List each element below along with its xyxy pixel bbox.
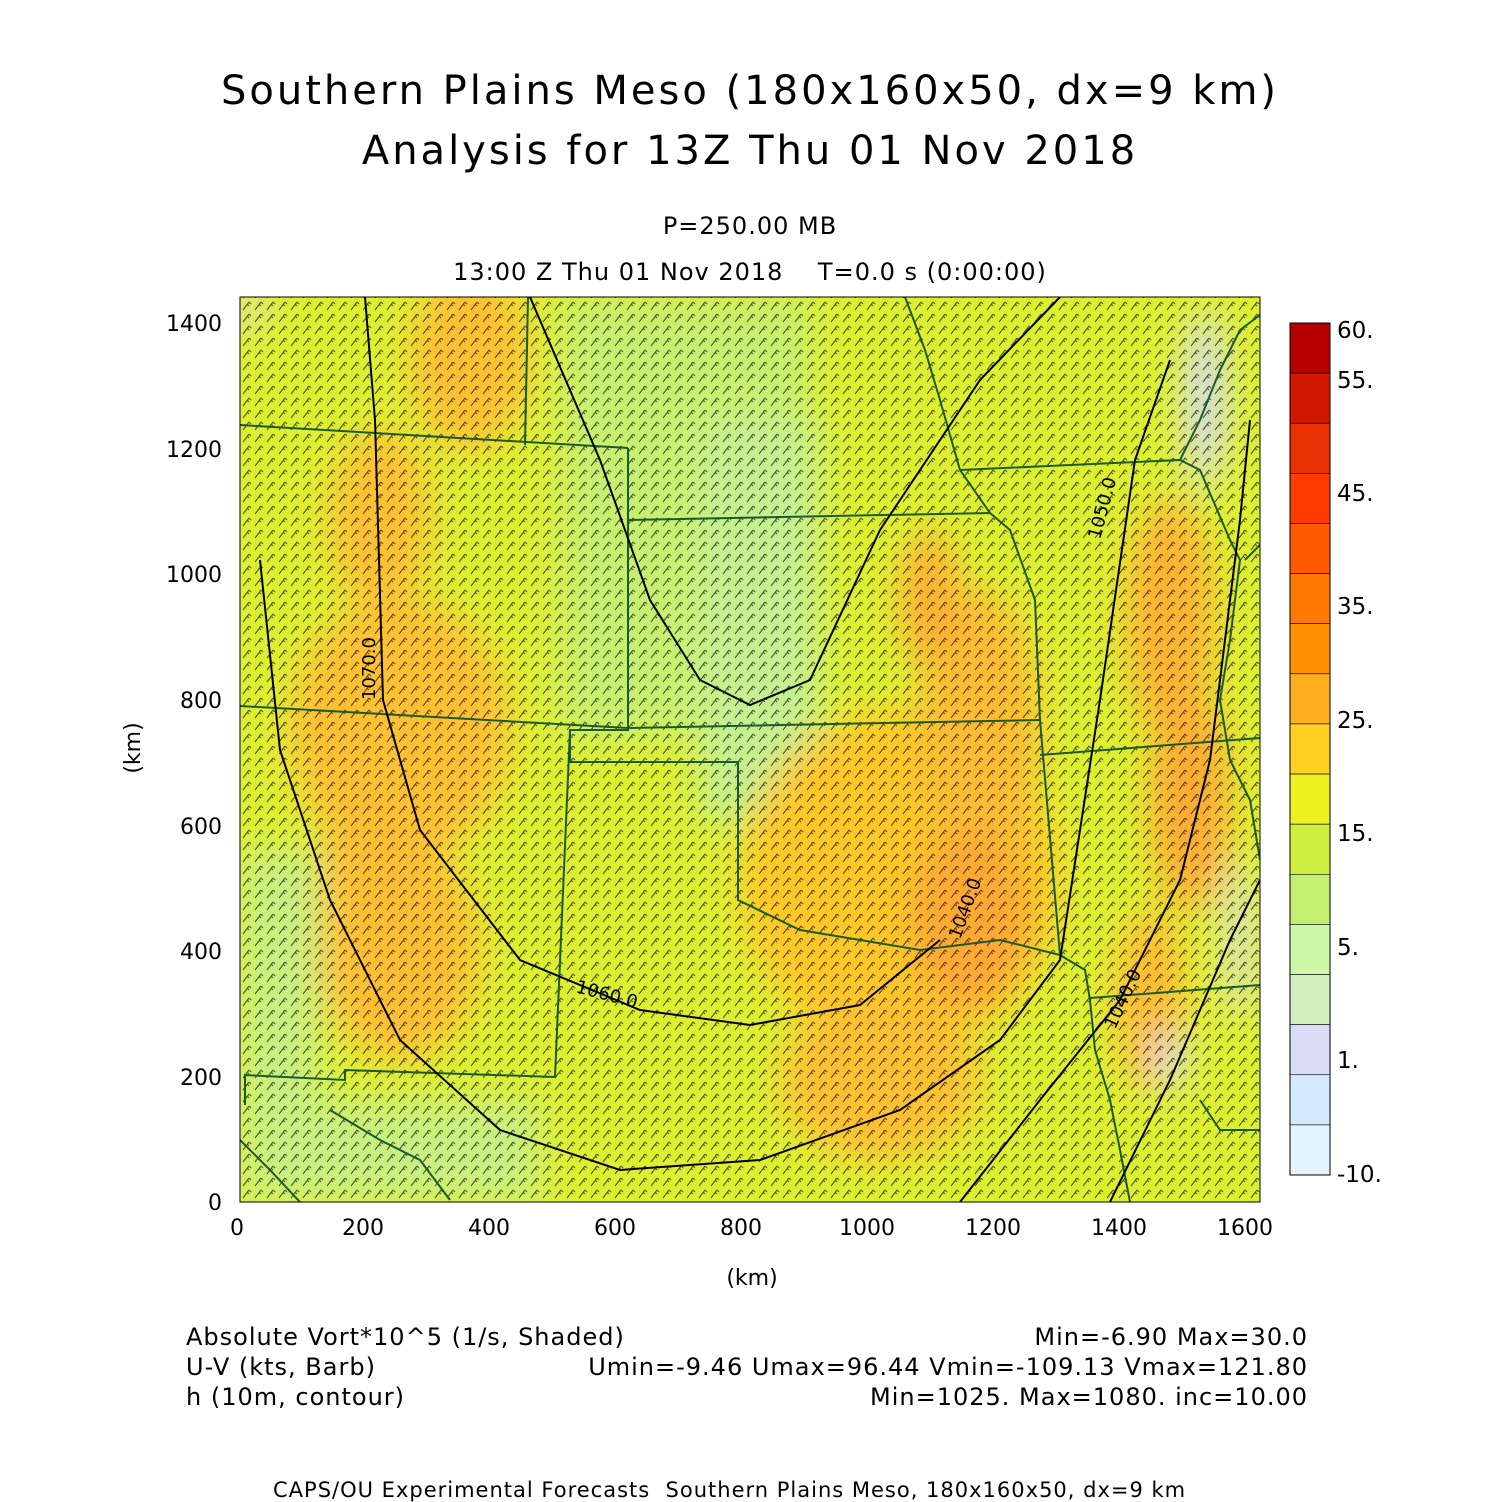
colorbar-segment bbox=[1289, 924, 1331, 975]
colorbar-segment bbox=[1289, 573, 1331, 625]
colorbar-label-1: 1. bbox=[1337, 1048, 1359, 1074]
x-tick-400: 400 bbox=[468, 1216, 510, 1241]
x-tick-800: 800 bbox=[720, 1216, 762, 1241]
y-tick-1000: 1000 bbox=[166, 563, 222, 588]
wind-legend-label: U-V (kts, Barb) bbox=[186, 1353, 376, 1381]
state-boundaries bbox=[240, 297, 1260, 1202]
height-legend-label: h (10m, contour) bbox=[186, 1383, 406, 1411]
colorbar-segment bbox=[1289, 1074, 1331, 1126]
colorbar-label-35: 35. bbox=[1337, 594, 1374, 620]
x-tick-1200: 1200 bbox=[965, 1216, 1021, 1241]
y-tick-1400: 1400 bbox=[166, 312, 222, 337]
colorbar-label-60: 60. bbox=[1337, 318, 1374, 344]
pressure-level: P=250.00 MB bbox=[662, 212, 838, 240]
colorbar-segment bbox=[1289, 723, 1331, 775]
vorticity-legend-label: Absolute Vort*10^5 (1/s, Shaded) bbox=[186, 1323, 625, 1351]
vorticity-legend-stats: Min=-6.90 Max=30.0 bbox=[1034, 1323, 1308, 1351]
x-tick-1000: 1000 bbox=[839, 1216, 895, 1241]
colorbar-label-15: 15. bbox=[1337, 821, 1374, 847]
colorbar-segment bbox=[1289, 673, 1331, 725]
contour-label-1070: 1070.0 bbox=[359, 637, 380, 700]
y-axis: 0 200 400 600 800 1000 1200 1400 (km) bbox=[121, 312, 222, 1216]
colorbar-segment bbox=[1289, 1124, 1331, 1176]
y-tick-600: 600 bbox=[180, 815, 222, 840]
x-axis: 0 200 400 600 800 1000 1200 1400 1600 (k… bbox=[230, 1216, 1273, 1291]
wind-legend-stats: Umin=-9.46 Umax=96.44 Vmin=-109.13 Vmax=… bbox=[588, 1353, 1308, 1381]
colorbar-segment bbox=[1289, 372, 1331, 424]
colorbar-label-5: 5. bbox=[1337, 935, 1359, 961]
y-tick-1200: 1200 bbox=[166, 438, 222, 463]
colorbar-segment bbox=[1289, 1024, 1331, 1076]
x-tick-1400: 1400 bbox=[1091, 1216, 1147, 1241]
height-legend-stats: Min=1025. Max=1080. inc=10.00 bbox=[870, 1383, 1308, 1411]
valid-time: 13:00 Z Thu 01 Nov 2018 T=0.0 s (0:00:00… bbox=[453, 258, 1047, 286]
colorbar-segment bbox=[1289, 623, 1331, 675]
y-tick-400: 400 bbox=[180, 940, 222, 965]
colorbar-segment bbox=[1289, 422, 1331, 474]
colorbar-segment bbox=[1289, 823, 1331, 875]
colorbar-segment bbox=[1289, 523, 1331, 574]
colorbar-label-25: 25. bbox=[1337, 708, 1374, 734]
plot-frame bbox=[239, 296, 1261, 1203]
y-tick-0: 0 bbox=[208, 1191, 222, 1216]
title-line-2: Analysis for 13Z Thu 01 Nov 2018 bbox=[361, 128, 1139, 174]
colorbar-segment bbox=[1289, 773, 1331, 825]
x-tick-200: 200 bbox=[342, 1216, 384, 1241]
colorbar-segment bbox=[1289, 974, 1331, 1025]
x-tick-600: 600 bbox=[594, 1216, 636, 1241]
x-axis-label: (km) bbox=[726, 1266, 777, 1291]
colorbar-label-55: 55. bbox=[1337, 368, 1374, 394]
colorbar-segment bbox=[1289, 873, 1331, 925]
colorbar-label-45: 45. bbox=[1337, 481, 1374, 507]
colorbar-label-neg10: -10. bbox=[1337, 1162, 1382, 1188]
x-tick-1600: 1600 bbox=[1217, 1216, 1273, 1241]
colorbar-frame bbox=[1289, 322, 1331, 1176]
colorbar-segment bbox=[1289, 473, 1331, 524]
footer-credit: CAPS/OU Experimental Forecasts Southern … bbox=[273, 1478, 1187, 1502]
colorbar bbox=[1289, 322, 1331, 1176]
y-tick-200: 200 bbox=[180, 1066, 222, 1091]
title-line-1: Southern Plains Meso (180x160x50, dx=9 k… bbox=[220, 68, 1280, 114]
x-tick-0: 0 bbox=[230, 1216, 244, 1241]
vorticity-shading bbox=[240, 297, 1260, 1202]
colorbar-labels: 60. 55. 45. 35. 25. 15. 5. 1. -10. bbox=[1337, 318, 1382, 1188]
height-contours bbox=[259, 297, 1260, 1202]
y-axis-label: (km) bbox=[121, 722, 146, 773]
y-tick-800: 800 bbox=[180, 689, 222, 714]
colorbar-segment bbox=[1289, 322, 1331, 374]
